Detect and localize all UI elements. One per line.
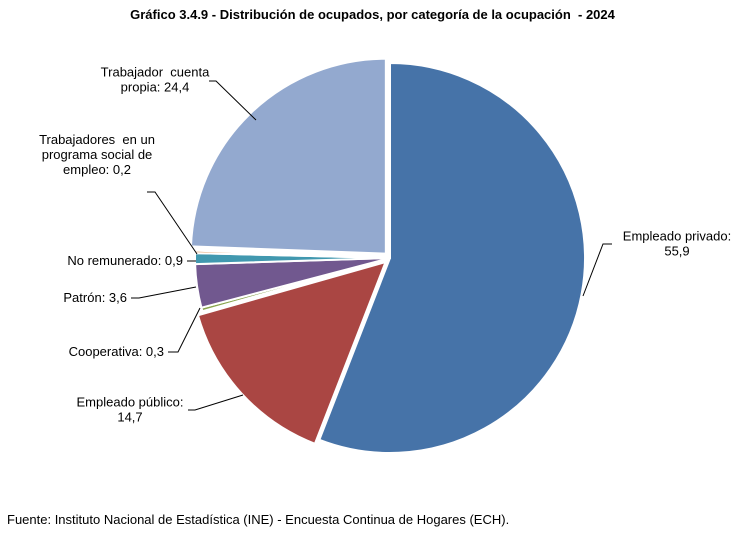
pie-slice-empleado-privado	[318, 62, 586, 454]
leader-line-empleado-privado	[582, 243, 612, 297]
pie-slice-trabajador-cuenta-propia	[189, 57, 387, 255]
leader-line-trabajadores-en-un-programa-social-de-empleo	[147, 191, 198, 255]
data-label-patron: Patrón: 3,6	[63, 290, 127, 305]
slice-labels: Empleado privado: 55,9 Empleado público: 14…	[39, 65, 731, 425]
chart-title: Gráfico 3.4.9 - Distribución de ocupados…	[130, 7, 615, 22]
data-label-empleado-publico: Empleado público: 14,7	[77, 395, 184, 425]
data-label-trabajador-cuenta-propia: Trabajador cuenta propia: 24,4	[101, 65, 210, 95]
data-label-cooperativa: Cooperativa: 0,3	[69, 344, 164, 359]
leader-line-cooperativa	[168, 307, 201, 353]
leader-lines	[131, 80, 612, 411]
data-label-no-remunerado: No remunerado: 0,9	[67, 253, 183, 268]
leader-line-empleado-publico	[188, 394, 244, 411]
data-label-trabajadores-en-un-programa-social-de-empleo: Trabajadores en un programa social de empl…	[39, 132, 155, 177]
leader-line-trabajador-cuenta-propia	[209, 80, 257, 121]
source-note: Fuente: Instituto Nacional de Estadístic…	[7, 512, 510, 527]
data-label-empleado-privado: Empleado privado: 55,9	[623, 229, 731, 259]
pie-slice-empleado-publico	[196, 261, 387, 445]
pie-slices	[189, 57, 586, 454]
leader-line-patron	[131, 286, 197, 299]
